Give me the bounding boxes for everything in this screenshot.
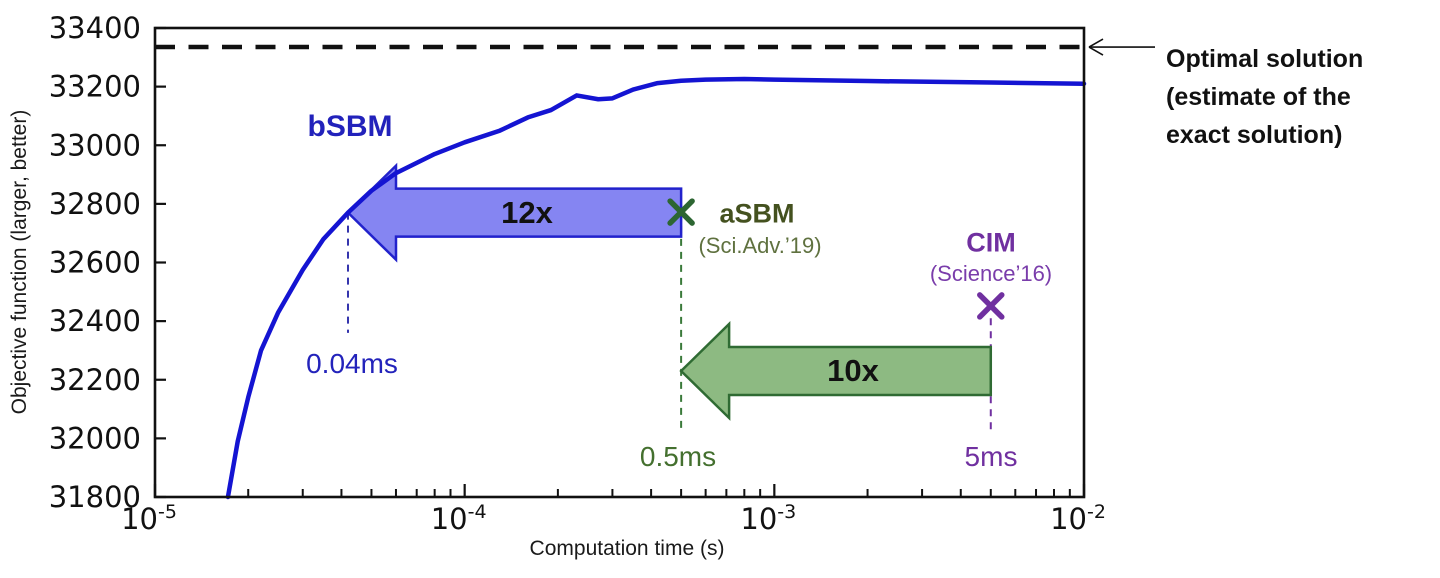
y-tick-label: 31800 [49,480,141,514]
x-tick-label: 10-4 [431,501,487,536]
x-axis-title: Computation time (s) [529,537,725,560]
y-tick-label: 33400 [49,11,141,45]
x-marker-aSBM [667,198,695,226]
x-tick-label: 10-3 [740,501,796,536]
y-tick-label: 32600 [49,246,141,280]
y-tick-label: 33200 [49,70,141,104]
optimal-annotation-line2: (estimate of the [1166,83,1351,111]
y-tick-label: 32800 [49,187,141,221]
marker-ref-cim: (Science’16) [929,261,1053,286]
marker-label-cim: CIM [966,227,1016,258]
y-tick-label: 32200 [49,363,141,397]
optimal-annotation-line1: Optimal solution [1166,45,1364,73]
annotation-arrowhead-bottom [1088,46,1104,56]
marker-ref-asbm: (Sci.Adv.’19) [698,233,822,258]
series-curve-bSBM [225,76,1087,500]
y-axis-title: Objective function (larger, better) [8,109,31,415]
time-label-05ms: 0.5ms [639,441,717,472]
annotation-arrowhead-top [1088,38,1104,48]
curve-label-bsbm: bSBM [307,110,393,143]
time-label-5ms: 5ms [964,441,1018,472]
y-tick-label: 33000 [49,128,141,162]
marker-label-asbm: aSBM [719,198,795,229]
speedup-arrow-10x [679,320,993,421]
optimal-solution-annotation: Optimal solution (estimate of the exact … [1166,40,1363,154]
y-tick-label: 32400 [49,304,141,338]
x-marker-CIM [977,292,1005,320]
y-tick-label: 32000 [49,421,141,455]
speedup-label-12x: 12x [501,195,553,230]
time-label-004ms: 0.04ms [306,348,398,379]
speedup-label-10x: 10x [827,353,879,388]
x-tick-label: 10-5 [121,501,177,536]
x-tick-label: 10-2 [1050,501,1106,536]
optimal-annotation-line3: exact solution) [1166,121,1343,149]
